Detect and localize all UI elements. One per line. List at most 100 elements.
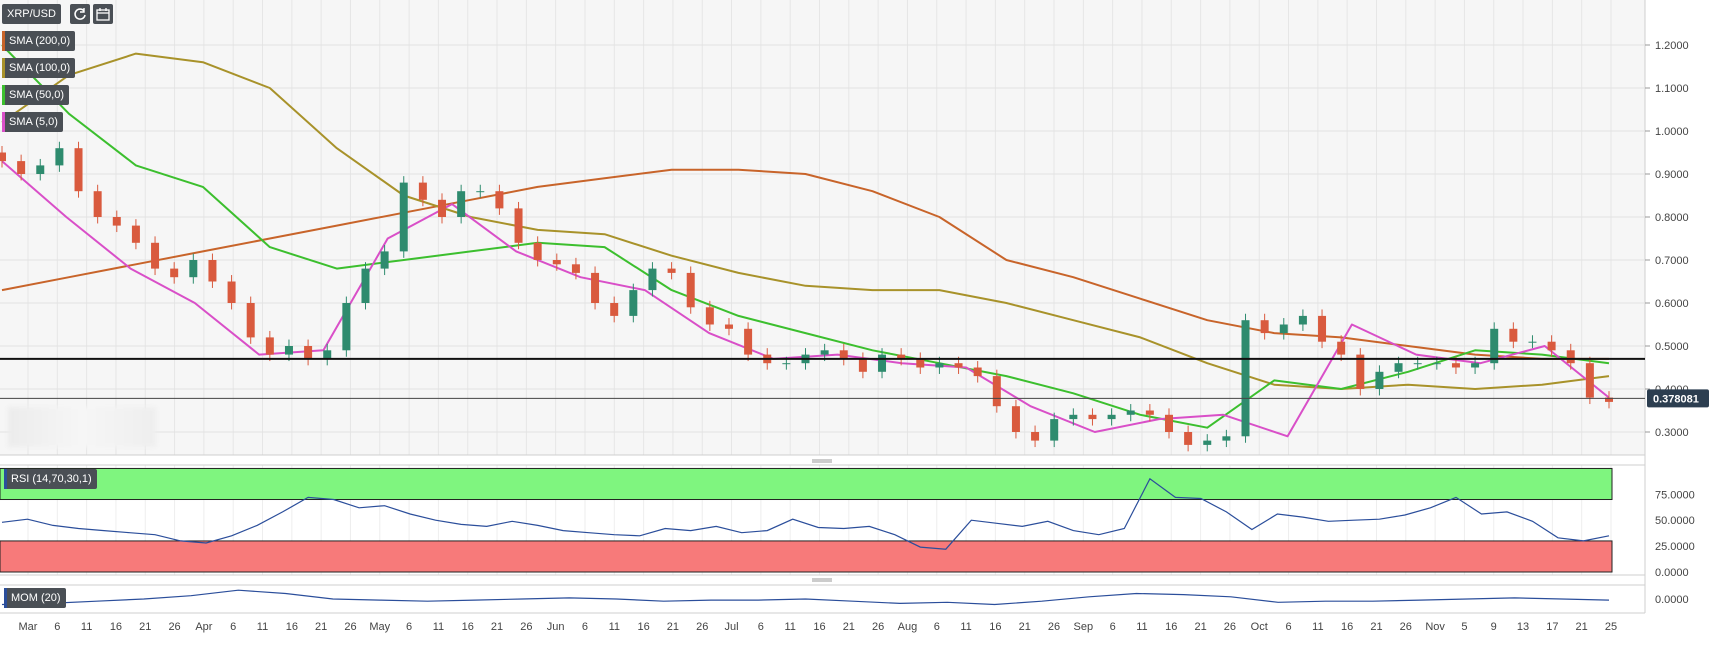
candle-body (514, 208, 523, 243)
candle-body (495, 191, 504, 209)
time-tick-label: 16 (1165, 621, 1177, 633)
time-tick-label: Mar (19, 621, 38, 633)
price-tick-label: 0.7000 (1655, 255, 1689, 267)
candle-body (1394, 363, 1403, 372)
time-tick-label: 21 (315, 621, 327, 633)
rsi-tick-label: 0.0000 (1655, 567, 1689, 579)
candle-body (973, 367, 982, 377)
candle-body (323, 350, 332, 359)
candle-body (151, 242, 160, 269)
sma200-swatch (2, 31, 5, 51)
candle-body (686, 272, 695, 308)
price-tick-label: 0.3000 (1655, 427, 1689, 439)
candle-body (878, 354, 887, 372)
time-tick-label: 11 (960, 621, 971, 633)
candle-body (1585, 363, 1594, 398)
time-tick-label: 16 (813, 621, 825, 633)
rsi-tick-label: 75.0000 (1655, 489, 1695, 501)
time-tick-label: 5 (1461, 621, 1467, 633)
candle-body (820, 350, 829, 355)
candle-body (1337, 341, 1346, 355)
time-tick-label: 16 (286, 621, 298, 633)
candle-body (17, 161, 26, 174)
candle-body (1222, 436, 1231, 441)
time-tick-label: 11 (257, 621, 268, 633)
blurred-watermark (8, 407, 156, 447)
candle-body (342, 303, 351, 351)
time-tick-label: 25 (1605, 621, 1617, 633)
mom-panel-bg (0, 585, 1645, 613)
candle-body (1126, 410, 1135, 415)
candle-body (1164, 414, 1173, 432)
legend-mom[interactable]: MOM (20) (4, 588, 66, 608)
time-tick-label: 26 (1048, 621, 1060, 633)
candle-body (992, 376, 1001, 407)
candle-body (782, 363, 791, 365)
candle-body (1203, 440, 1212, 445)
candle-body (0, 152, 6, 162)
candle-body (380, 251, 389, 269)
time-tick-label: 6 (230, 621, 236, 633)
time-tick-label: Sep (1074, 621, 1094, 633)
refresh-button[interactable] (70, 4, 90, 24)
calendar-button[interactable] (93, 4, 113, 24)
time-tick-label: 6 (934, 621, 940, 633)
time-tick-label: 11 (433, 621, 444, 633)
legend-sma50[interactable]: SMA (50,0) (2, 85, 70, 105)
candle-body (1088, 414, 1097, 420)
candle-body (265, 337, 274, 355)
time-tick-label: 26 (344, 621, 356, 633)
candle-body (533, 242, 542, 260)
candle-body (170, 268, 179, 278)
time-tick-label: 21 (1576, 621, 1588, 633)
candle-body (227, 281, 236, 303)
candle-body (399, 182, 408, 252)
time-tick-label: 6 (54, 621, 60, 633)
sma5-swatch (2, 112, 5, 132)
time-tick-label: 21 (1019, 621, 1031, 633)
candle-body (1279, 324, 1288, 334)
candle-body (1471, 363, 1480, 368)
candle-body (284, 346, 293, 355)
candle-body (1375, 371, 1384, 389)
time-tick-label: 16 (1341, 621, 1353, 633)
legend-sma100[interactable]: SMA (100,0) (2, 58, 76, 78)
time-tick-label: 16 (637, 621, 649, 633)
price-tick-label: 1.2000 (1655, 40, 1689, 52)
time-tick-label: 21 (843, 621, 855, 633)
time-tick-label: 26 (520, 621, 532, 633)
candle-body (438, 199, 447, 217)
price-tick-label: 1.1000 (1655, 83, 1689, 95)
time-tick-label: 11 (609, 621, 620, 633)
sma100-swatch (2, 58, 5, 78)
candle-body (705, 307, 714, 325)
calendar-icon (96, 8, 110, 21)
rsi-tick-label: 50.0000 (1655, 515, 1695, 527)
legend-sma200[interactable]: SMA (200,0) (2, 31, 76, 51)
candle-body (1509, 328, 1518, 342)
time-tick-label: 26 (168, 621, 180, 633)
candle-body (1011, 406, 1020, 432)
candle-body (74, 148, 83, 192)
legend-rsi[interactable]: RSI (14,70,30,1) (4, 469, 97, 489)
time-tick-label: 11 (1312, 621, 1323, 633)
candle-body (610, 303, 619, 316)
time-tick-label: 13 (1517, 621, 1529, 633)
candle-body (1050, 419, 1059, 441)
candle-body (1241, 320, 1250, 437)
price-tick-label: 0.6000 (1655, 298, 1689, 310)
time-tick-label: Oct (1251, 621, 1268, 633)
time-tick-label: 6 (758, 621, 764, 633)
candle-body (1413, 363, 1422, 365)
rsi-line (1, 477, 1610, 550)
time-tick-label: 6 (582, 621, 588, 633)
symbol-label[interactable]: XRP/USD (2, 4, 61, 24)
time-tick-label: 21 (139, 621, 151, 633)
legend-sma5[interactable]: SMA (5,0) (2, 112, 63, 132)
candle-body (208, 260, 217, 282)
time-tick-label: 26 (696, 621, 708, 633)
candle-body (1528, 341, 1537, 343)
mom-swatch (4, 588, 7, 608)
candle-body (1547, 341, 1556, 351)
